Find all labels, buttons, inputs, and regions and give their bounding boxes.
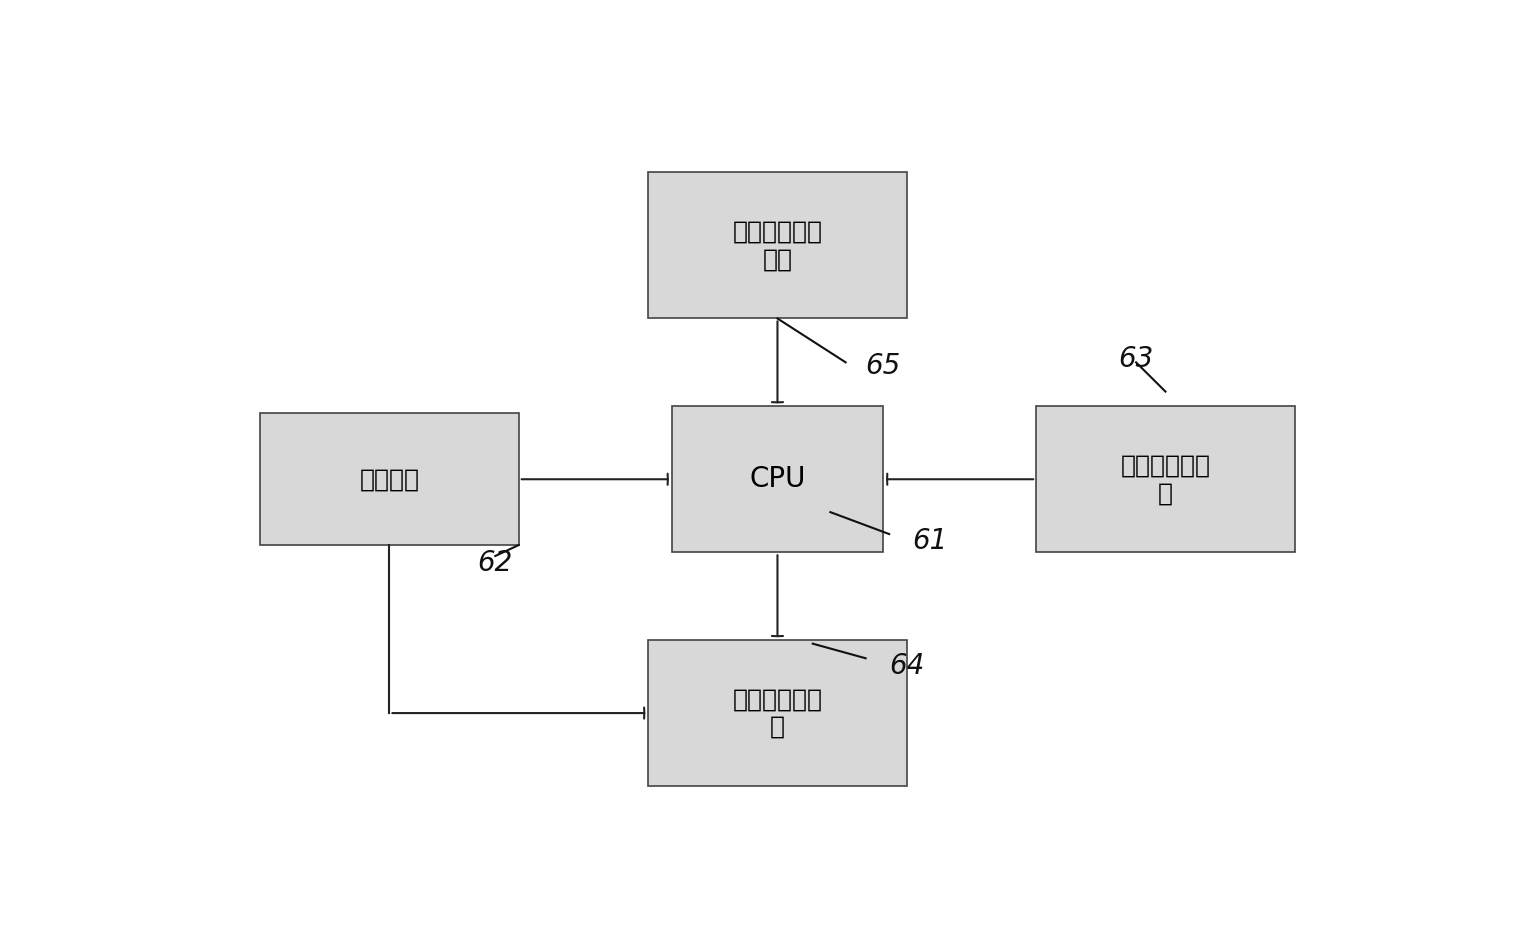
Text: 61: 61 — [913, 528, 948, 555]
Text: 62: 62 — [478, 549, 513, 577]
Text: 64: 64 — [889, 652, 924, 679]
Bar — [648, 640, 907, 786]
Text: 电源模块: 电源模块 — [360, 467, 420, 492]
Text: CPU: CPU — [749, 465, 806, 493]
Bar — [261, 414, 519, 545]
Bar — [672, 406, 883, 552]
Bar — [648, 173, 907, 319]
Bar — [1036, 406, 1294, 552]
Text: 小信号输出模
块: 小信号输出模 块 — [733, 687, 822, 739]
Text: 63: 63 — [1118, 344, 1153, 373]
Text: 无线信号传输
模块: 无线信号传输 模块 — [733, 219, 822, 271]
Text: 小信号采集模
块: 小信号采集模 块 — [1121, 454, 1211, 505]
Text: 65: 65 — [866, 352, 901, 380]
